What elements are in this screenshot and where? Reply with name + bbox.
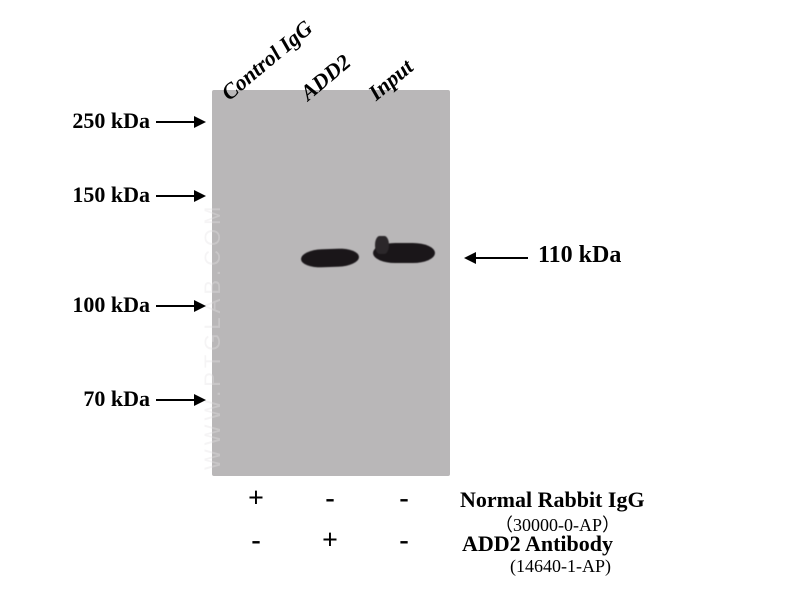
detected-band-arrow	[466, 257, 528, 259]
band-smear	[375, 236, 389, 254]
condition-cell: +	[244, 483, 268, 515]
condition-main-label: Normal Rabbit IgG	[460, 487, 645, 513]
mw-marker-label: 250 kDa	[0, 108, 150, 134]
mw-marker-label: 100 kDa	[0, 292, 150, 318]
condition-cell: -	[392, 525, 416, 557]
mw-marker-arrow	[156, 195, 204, 197]
detected-band-label: 110 kDa	[538, 242, 621, 269]
condition-sub-label: (14640-1-AP)	[510, 556, 611, 577]
watermark-text: WWW.PTGLAB.COM	[200, 203, 226, 470]
condition-main-label: ADD2 Antibody	[462, 531, 613, 557]
condition-cell: -	[318, 483, 342, 515]
mw-marker-label: 150 kDa	[0, 182, 150, 208]
blot-membrane	[212, 90, 450, 476]
condition-cell: -	[392, 483, 416, 515]
mw-marker-label: 70 kDa	[0, 386, 150, 412]
condition-cell: +	[318, 525, 342, 557]
condition-cell: -	[244, 525, 268, 557]
mw-marker-arrow	[156, 305, 204, 307]
mw-marker-arrow	[156, 399, 204, 401]
mw-marker-arrow	[156, 121, 204, 123]
